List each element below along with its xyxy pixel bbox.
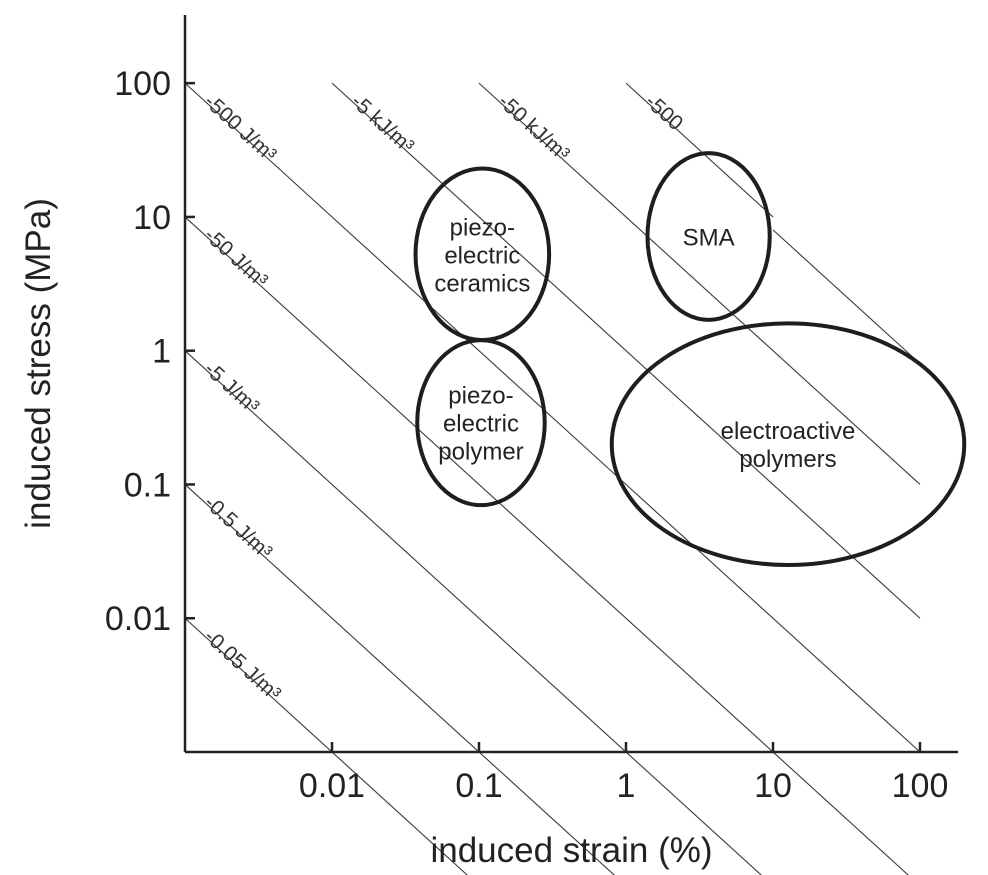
y-axis-title: induced stress (MPa)	[19, 198, 58, 529]
y-tick-label: 0.01	[105, 600, 171, 638]
x-tick-label: 1	[617, 767, 636, 805]
x-ticks: 0.01 0.1 1 10 100	[299, 742, 948, 805]
iso-energy-label: -5 J/m³	[200, 357, 264, 418]
iso-energy-label: -50 J/m³	[200, 224, 272, 293]
x-tick-label: 0.1	[455, 767, 502, 805]
iso-energy-label: -5 kJ/m³	[347, 90, 419, 158]
x-tick-label: 100	[892, 767, 949, 805]
x-tick-label: 0.01	[299, 767, 365, 805]
iso-energy-line	[184, 216, 909, 875]
iso-energy-label: -0.5 J/m³	[200, 491, 277, 564]
iso-energy-label: -500	[641, 90, 688, 135]
y-tick-label: 1	[152, 333, 171, 371]
region-label: electric	[443, 411, 519, 438]
region-label: polymer	[438, 439, 523, 466]
iso-energy-line	[184, 484, 615, 875]
region-ellipse	[415, 338, 547, 508]
iso-energy-lines	[184, 82, 921, 875]
iso-energy-label: -50 kJ/m³	[494, 90, 574, 166]
region-label: electroactive	[721, 418, 856, 445]
x-axis-title: induced strain (%)	[430, 831, 712, 870]
region-ellipse	[645, 151, 772, 322]
iso-energy-line	[331, 82, 921, 619]
iso-energy-line	[184, 82, 921, 753]
iso-energy-line	[772, 229, 921, 365]
iso-energy-line	[478, 82, 921, 485]
region-label: ceramics	[434, 270, 530, 297]
iso-energy-label: -500 J/m³	[200, 90, 281, 167]
material-regions: piezo-electricceramicspiezo-electricpoly…	[413, 151, 967, 567]
region-label: polymers	[739, 446, 836, 473]
region-label: piezo-	[448, 383, 513, 410]
y-tick-label: 100	[114, 65, 171, 103]
iso-energy-label: -0.05 J/m³	[200, 625, 285, 706]
y-ticks: 0.01 0.1 1 10 100	[105, 65, 195, 638]
region-ellipse	[609, 321, 967, 567]
region-label: SMA	[683, 224, 735, 251]
y-tick-label: 10	[133, 199, 171, 237]
iso-energy-line	[625, 82, 774, 218]
x-tick-label: 10	[754, 767, 792, 805]
y-tick-label: 0.1	[124, 466, 171, 504]
axes	[183, 15, 958, 754]
region-label: piezo-	[450, 214, 515, 241]
region-label: electric	[444, 242, 520, 269]
iso-energy-line	[184, 350, 762, 875]
